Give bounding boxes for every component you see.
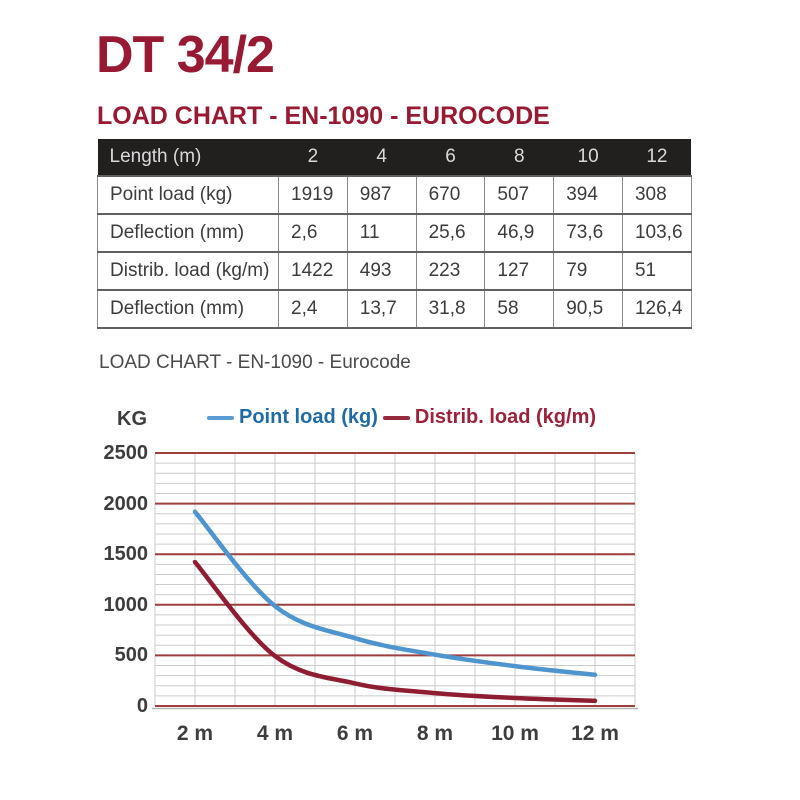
legend-item: Point load (kg) bbox=[207, 406, 378, 429]
legend-line-icon bbox=[382, 415, 410, 420]
table-cell: 507 bbox=[484, 175, 555, 214]
y-tick-label: 2500 bbox=[103, 442, 149, 464]
y-tick-label: 1500 bbox=[103, 543, 149, 566]
chart-subtitle: LOAD CHART - EN-1090 - Eurocode bbox=[99, 352, 411, 373]
table-cell: 670 bbox=[415, 175, 486, 214]
table-cell: 1422 bbox=[278, 251, 348, 290]
load-table: Length (m) 2 4 6 8 10 12 Point load (kg) 1919 987… bbox=[97, 139, 692, 329]
y-tick-label: 500 bbox=[114, 644, 148, 667]
distrib-load-kg-m-curve bbox=[192, 559, 598, 704]
table-cell: 46,9 bbox=[484, 213, 555, 252]
x-tick-label: 12 m bbox=[571, 722, 619, 745]
table-cell: 394 bbox=[553, 175, 623, 214]
point-load-kg-curve bbox=[192, 509, 598, 678]
table-row: Deflection (mm) 2,6 11 25,6 46,9 73,6 103,6 bbox=[97, 213, 692, 252]
table-cell: 126,4 bbox=[621, 289, 692, 329]
table-cell: 103,6 bbox=[621, 213, 692, 252]
table-row-label: Point load (kg) bbox=[97, 175, 279, 214]
table-header-label: Length (m) bbox=[97, 139, 279, 176]
table-cell: 11 bbox=[346, 213, 417, 252]
table-cell: 79 bbox=[553, 251, 623, 290]
table-cell: 987 bbox=[346, 175, 417, 214]
chart-legend: Point load (kg) Distrib. load (kg/m) bbox=[207, 406, 601, 429]
table-cell: 13,7 bbox=[346, 289, 417, 329]
y-axis-unit-label: KG bbox=[117, 408, 147, 430]
page-title: DT 34/2 bbox=[96, 26, 275, 84]
table-row: Distrib. load (kg/m) 1422 493 223 127 79 51 bbox=[97, 251, 692, 290]
table-cell: 90,5 bbox=[553, 289, 623, 329]
x-tick-label: 2 m bbox=[176, 722, 214, 745]
table-row-label: Distrib. load (kg/m) bbox=[97, 251, 279, 290]
table-header-row: Length (m) 2 4 6 8 10 12 bbox=[97, 139, 692, 176]
table-cell: 127 bbox=[484, 251, 555, 290]
x-tick-label: 4 m bbox=[256, 722, 294, 745]
table-row: Point load (kg) 1919 987 670 507 394 308 bbox=[97, 175, 692, 214]
table-cell: 51 bbox=[621, 251, 692, 290]
y-tick-label: 0 bbox=[136, 695, 148, 717]
legend-line-icon bbox=[207, 415, 234, 420]
table-cell: 223 bbox=[415, 251, 486, 290]
table-header-cell: 4 bbox=[347, 139, 417, 176]
x-tick-label: 10 m bbox=[491, 722, 539, 745]
legend-label: Point load (kg) bbox=[239, 406, 378, 428]
table-header-cell: 6 bbox=[416, 139, 485, 176]
legend-item: Distrib. load (kg/m) bbox=[382, 406, 597, 429]
table-row-label: Deflection (mm) bbox=[97, 289, 279, 329]
x-tick-label: 6 m bbox=[336, 722, 374, 745]
table-row: Deflection (mm) 2,4 13,7 31,8 58 90,5 126,4 bbox=[97, 289, 692, 329]
table-row-label: Deflection (mm) bbox=[97, 213, 279, 252]
y-tick-label: 1000 bbox=[103, 593, 149, 616]
table-cell: 2,6 bbox=[278, 213, 348, 252]
table-cell: 1919 bbox=[278, 175, 348, 214]
page-heading: LOAD CHART - EN-1090 - EUROCODE bbox=[97, 102, 550, 130]
table-cell: 2,4 bbox=[278, 289, 348, 329]
table-header-cell: 10 bbox=[553, 139, 623, 176]
table-header-cell: 2 bbox=[278, 139, 348, 176]
x-tick-label: 8 m bbox=[416, 722, 454, 745]
table-header-cell: 12 bbox=[622, 139, 692, 176]
table-cell: 58 bbox=[484, 289, 555, 329]
legend-label: Distrib. load (kg/m) bbox=[414, 406, 597, 428]
table-cell: 308 bbox=[621, 175, 692, 214]
table-header-cell: 8 bbox=[484, 139, 554, 176]
y-tick-label: 2000 bbox=[103, 492, 149, 515]
